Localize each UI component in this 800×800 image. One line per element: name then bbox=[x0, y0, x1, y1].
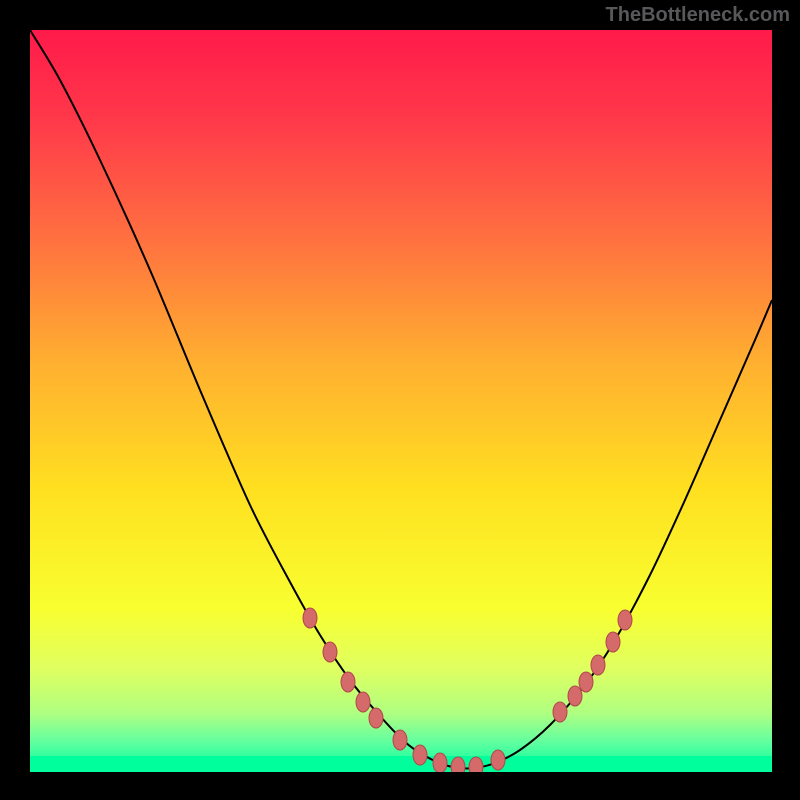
marker-point bbox=[469, 757, 483, 772]
marker-point bbox=[618, 610, 632, 630]
bottleneck-curve bbox=[30, 30, 772, 768]
marker-point bbox=[413, 745, 427, 765]
marker-point bbox=[451, 757, 465, 772]
marker-point bbox=[579, 672, 593, 692]
marker-point bbox=[433, 753, 447, 772]
chart-overlay bbox=[30, 30, 772, 772]
curve-markers bbox=[303, 608, 632, 772]
marker-point bbox=[303, 608, 317, 628]
marker-point bbox=[393, 730, 407, 750]
marker-point bbox=[568, 686, 582, 706]
marker-point bbox=[323, 642, 337, 662]
marker-point bbox=[356, 692, 370, 712]
marker-point bbox=[491, 750, 505, 770]
marker-point bbox=[606, 632, 620, 652]
watermark-text: TheBottleneck.com bbox=[606, 4, 790, 27]
chart-plot-area bbox=[30, 30, 772, 772]
bottom-green-band bbox=[30, 756, 772, 772]
marker-point bbox=[553, 702, 567, 722]
marker-point bbox=[591, 655, 605, 675]
marker-point bbox=[341, 672, 355, 692]
marker-point bbox=[369, 708, 383, 728]
